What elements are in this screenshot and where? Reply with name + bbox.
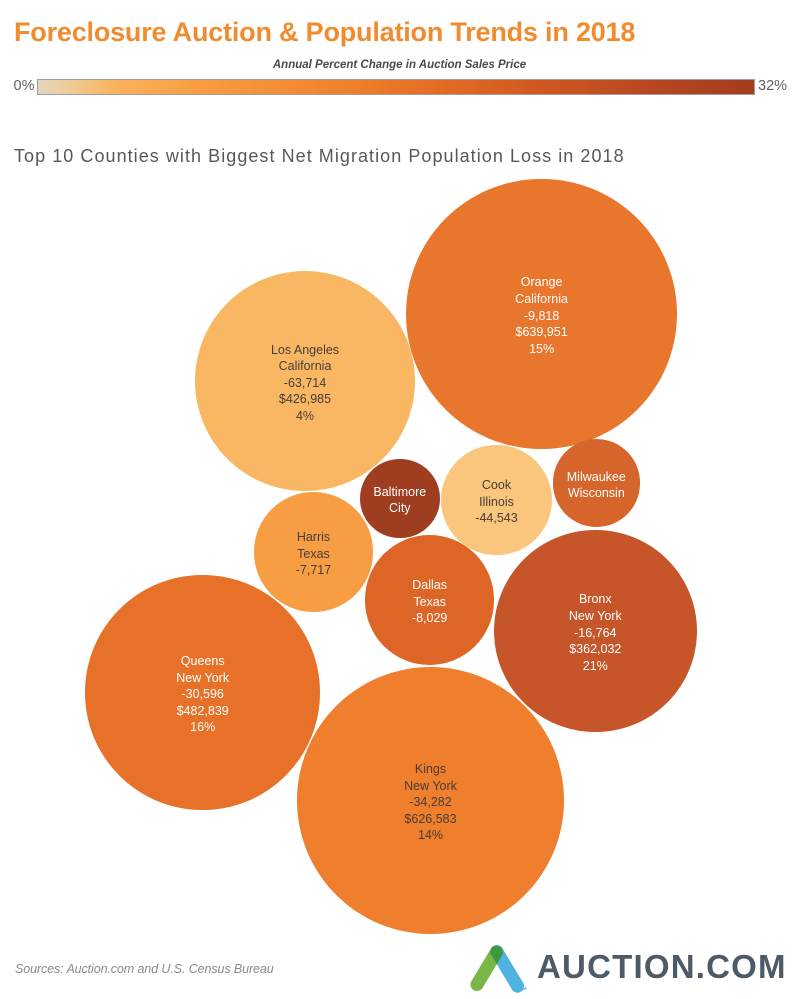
- svg-text:TM: TM: [520, 986, 527, 991]
